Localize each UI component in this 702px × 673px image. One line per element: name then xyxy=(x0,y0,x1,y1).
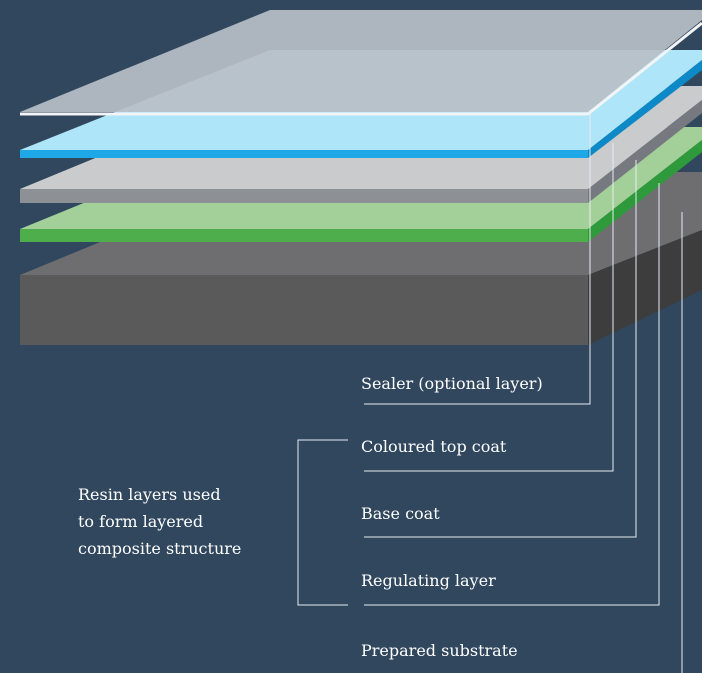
resin-group-line-1: Resin layers used xyxy=(78,485,221,504)
base-coat-leader-line xyxy=(364,160,637,538)
top-coat-leader-line xyxy=(364,143,614,472)
resin-group-bracket xyxy=(297,439,348,606)
resin-group-line-3: composite structure xyxy=(78,539,242,558)
base-coat-label: Base coat xyxy=(361,504,440,523)
resin-group-label: Resin layers used to form layered compos… xyxy=(78,481,241,562)
substrate-label: Prepared substrate xyxy=(361,641,518,660)
sealer-label: Sealer (optional layer) xyxy=(361,374,543,393)
regulating-label: Regulating layer xyxy=(361,571,496,590)
resin-group-line-2: to form layered xyxy=(78,512,204,531)
sealer-leader-line xyxy=(364,110,591,405)
top-coat-label: Coloured top coat xyxy=(361,437,507,456)
leader-lines xyxy=(297,110,683,673)
sealer-layer xyxy=(20,10,702,116)
regulating-leader-line xyxy=(364,183,660,606)
